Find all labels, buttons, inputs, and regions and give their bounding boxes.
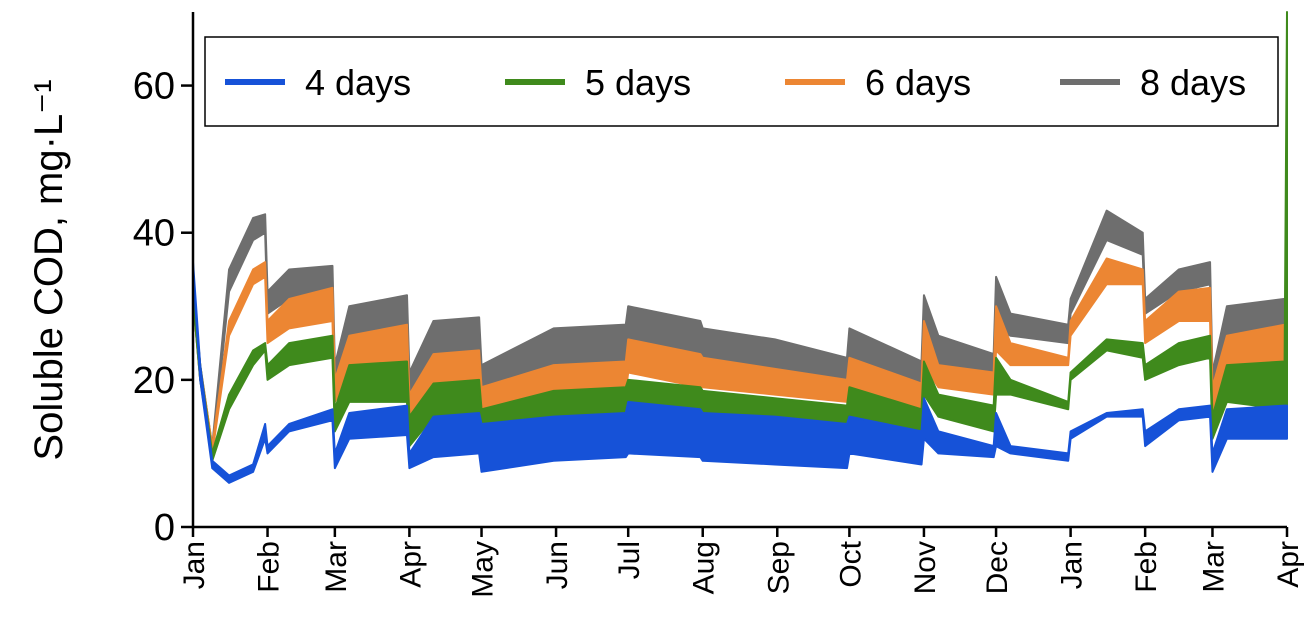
y-tick-label: 40 <box>133 213 175 255</box>
x-tick-label: May <box>467 541 500 598</box>
legend-label: 5 days <box>585 62 691 103</box>
legend-label: 4 days <box>305 62 411 103</box>
x-tick-label: Dec <box>981 541 1014 594</box>
x-tick-label: Aug <box>688 541 721 594</box>
y-tick-label: 0 <box>154 507 175 549</box>
legend-label: 6 days <box>865 62 971 103</box>
x-tick-label: Oct <box>834 540 867 587</box>
y-axis-label: Soluble COD, mg·L⁻¹ <box>27 79 71 460</box>
x-tick-label: Feb <box>1130 541 1163 593</box>
x-tick-label: Nov <box>909 541 942 594</box>
x-tick-label: Jul <box>613 541 646 579</box>
x-tick-label: Jun <box>541 541 574 589</box>
x-tick-label: Feb <box>253 541 286 593</box>
x-tick-label: Mar <box>1197 541 1230 593</box>
series-band <box>192 261 1288 484</box>
y-tick-label: 60 <box>133 66 175 108</box>
x-tick-label: Mar <box>320 541 353 593</box>
y-tick-label: 20 <box>133 360 175 402</box>
x-tick-label: Jan <box>178 541 211 589</box>
x-tick-label: Apr <box>1272 541 1305 588</box>
legend-label: 8 days <box>1140 62 1246 103</box>
x-tick-label: Apr <box>394 541 427 588</box>
x-tick-label: Sep <box>762 541 795 594</box>
x-tick-label: Jan <box>1056 541 1089 589</box>
